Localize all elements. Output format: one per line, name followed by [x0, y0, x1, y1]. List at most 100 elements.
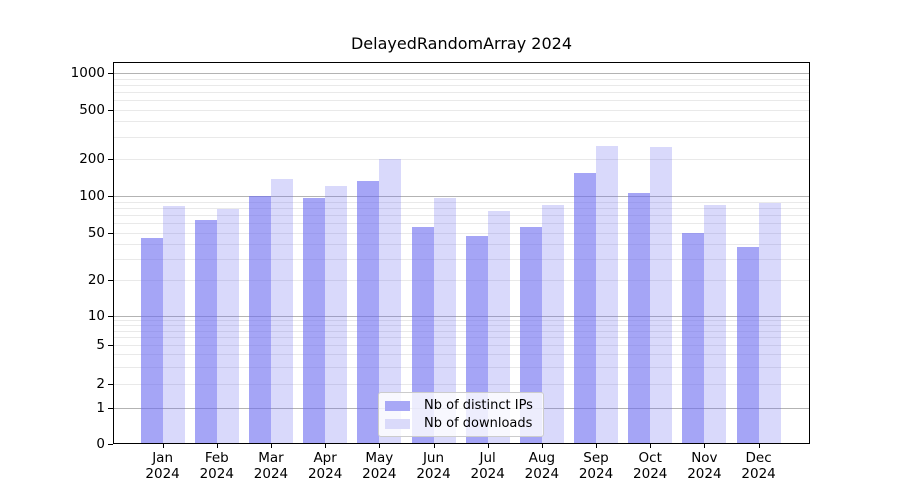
y-tick-2 [108, 384, 113, 385]
x-tick-label-mar: Mar 2024 [253, 450, 289, 482]
bar-nov-distinct_ips [682, 232, 705, 443]
minor-gridline-5 [114, 345, 809, 346]
x-tick-label-oct: Oct 2024 [633, 450, 668, 482]
x-tick-apr [325, 444, 327, 448]
bar-jun-distinct_ips [411, 227, 434, 443]
x-tick-feb [216, 444, 218, 448]
y-tick-200 [108, 158, 113, 160]
x-tick-label-nov: Nov 2024 [687, 450, 722, 482]
bar-jun-downloads [433, 197, 456, 443]
y-tick-0 [108, 444, 113, 445]
minor-gridline-300 [114, 136, 809, 138]
x-tick-mar [270, 444, 272, 448]
y-tick-label-500: 500 [79, 101, 105, 118]
bar-jan-downloads [162, 206, 185, 443]
x-tick-label-may: May 2024 [362, 450, 397, 482]
minor-gridline-600 [114, 99, 809, 101]
y-tick-label-10: 10 [87, 308, 105, 324]
plot-area [113, 62, 810, 444]
y-tick-label-5: 5 [96, 337, 105, 353]
bar-jan-distinct_ips [140, 237, 163, 443]
minor-gridline-6 [114, 337, 809, 339]
major-gridline-100 [114, 196, 809, 197]
x-tick-label-dec: Dec 2024 [741, 450, 776, 482]
legend-row-downloads: Nb of downloads [385, 416, 537, 431]
legend-swatch-downloads [385, 418, 410, 429]
bar-nov-downloads [704, 205, 727, 443]
bar-sep-downloads [596, 145, 619, 443]
y-tick-label-50: 50 [87, 224, 105, 241]
x-tick-label-jan: Jan 2024 [145, 450, 180, 482]
y-tick-1000 [108, 73, 113, 74]
bar-may-downloads [379, 158, 402, 443]
major-gridline-1000 [114, 73, 809, 74]
minor-gridline-20 [114, 280, 809, 281]
legend: Nb of distinct IPs Nb of downloads [378, 392, 544, 437]
bar-feb-distinct_ips [194, 220, 217, 443]
y-tick-500 [108, 109, 113, 111]
bar-jul-downloads [487, 211, 510, 443]
y-tick-1 [108, 408, 113, 409]
minor-gridline-400 [114, 121, 809, 123]
x-tick-aug [541, 444, 543, 448]
minor-gridline-80 [114, 207, 809, 209]
x-tick-label-jun: Jun 2024 [416, 450, 451, 482]
legend-label-downloads: Nb of downloads [424, 416, 533, 431]
legend-row-distinct-ips: Nb of distinct IPs [385, 398, 537, 413]
y-tick-20 [108, 280, 113, 281]
x-tick-jul [487, 444, 489, 448]
bar-jul-distinct_ips [465, 235, 488, 443]
x-tick-may [379, 444, 381, 448]
x-tick-label-jul: Jul 2024 [470, 450, 505, 482]
legend-label-distinct-ips: Nb of distinct IPs [424, 398, 533, 413]
major-gridline-10 [114, 316, 809, 317]
minor-gridline-900 [114, 78, 809, 80]
bar-aug-downloads [541, 205, 564, 443]
bar-oct-distinct_ips [628, 192, 651, 443]
y-tick-label-20: 20 [87, 272, 105, 288]
minor-gridline-60 [114, 222, 809, 224]
bars-layer [114, 63, 809, 443]
minor-gridline-3 [114, 366, 809, 368]
bar-apr-distinct_ips [303, 197, 326, 443]
minor-gridline-2 [114, 384, 809, 385]
minor-gridline-30 [114, 258, 809, 260]
minor-gridline-7 [114, 330, 809, 332]
bar-aug-distinct_ips [519, 226, 542, 443]
minor-gridline-4 [114, 354, 809, 356]
y-tick-label-1000: 1000 [70, 65, 105, 81]
minor-gridline-40 [114, 244, 809, 246]
x-tick-label-feb: Feb 2024 [199, 450, 234, 482]
x-tick-dec [758, 444, 760, 448]
x-tick-jun [433, 444, 435, 448]
bar-feb-downloads [216, 209, 239, 443]
bar-mar-distinct_ips [248, 196, 271, 443]
y-tick-label-2: 2 [96, 376, 105, 392]
bar-sep-distinct_ips [574, 173, 597, 443]
bar-oct-downloads [650, 146, 673, 443]
y-tick-label-1: 1 [96, 400, 105, 416]
bar-mar-downloads [270, 178, 293, 443]
x-tick-sep [596, 444, 598, 448]
y-tick-50 [108, 232, 113, 234]
bar-dec-downloads [758, 203, 781, 443]
x-tick-label-apr: Apr 2024 [307, 450, 343, 482]
chart-title: DelayedRandomArray 2024 [350, 34, 573, 53]
minor-gridline-70 [114, 214, 809, 216]
y-tick-label-200: 200 [79, 150, 105, 167]
y-tick-5 [108, 345, 113, 346]
x-tick-nov [704, 444, 706, 448]
bar-dec-distinct_ips [736, 246, 759, 443]
x-tick-label-aug: Aug 2024 [524, 450, 560, 482]
legend-swatch-distinct-ips [385, 400, 410, 411]
y-tick-label-0: 0 [96, 436, 105, 452]
x-tick-label-sep: Sep 2024 [578, 450, 614, 482]
minor-gridline-200 [114, 158, 809, 160]
bar-apr-downloads [325, 185, 348, 443]
y-tick-10 [108, 316, 113, 317]
bar-may-distinct_ips [357, 180, 380, 443]
